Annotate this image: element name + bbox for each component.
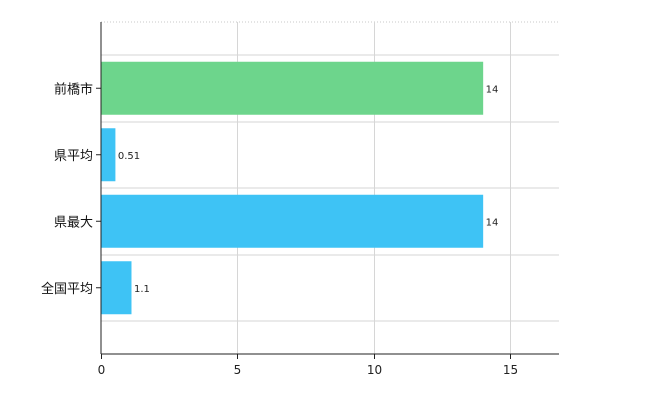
x-tick-label: 10 <box>367 363 382 377</box>
grid-lines <box>101 21 559 354</box>
category-label: 前橋市 <box>54 81 93 97</box>
category-label: 県平均 <box>54 149 93 164</box>
x-tick-label: 0 <box>98 363 106 377</box>
category-label: 全国平均 <box>41 281 93 297</box>
bars <box>101 61 484 315</box>
category-label: 県最大 <box>54 215 93 230</box>
bar <box>101 261 132 315</box>
x-tick-label: 15 <box>503 363 518 377</box>
x-tick-label: 5 <box>234 363 242 377</box>
axes <box>100 22 559 355</box>
x-ticks: 0 5 10 15 <box>98 354 518 377</box>
data-label: 1.1 <box>134 284 150 295</box>
bar <box>101 128 116 182</box>
data-labels: 14 0.51 14 1.1 <box>118 84 498 295</box>
bar <box>101 61 484 115</box>
data-label: 14 <box>486 217 499 228</box>
data-label: 14 <box>486 84 499 95</box>
bar <box>101 194 484 248</box>
data-label: 0.51 <box>118 151 140 162</box>
